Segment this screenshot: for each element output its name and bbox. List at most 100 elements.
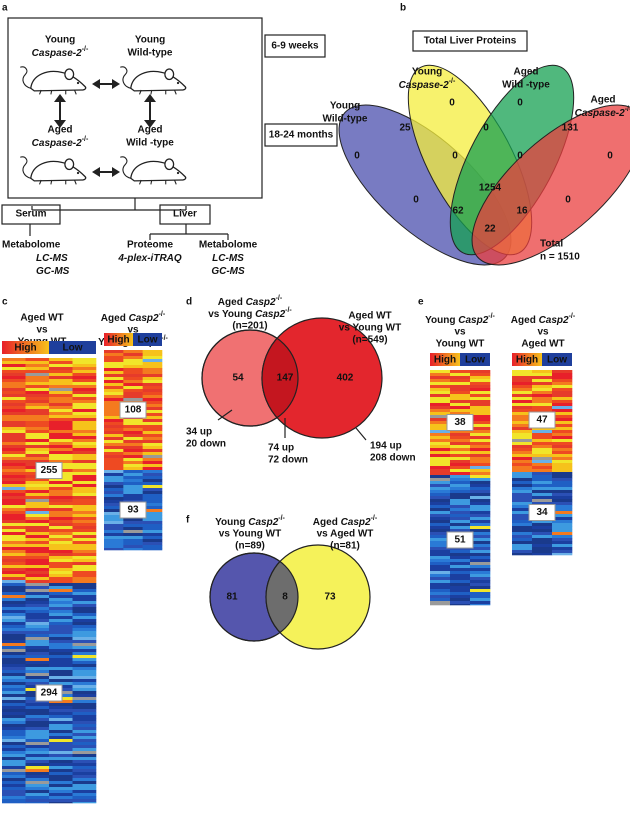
heatmap-cell [25,739,50,743]
heatmap-cell [430,505,451,509]
heatmap-cell [142,401,163,405]
age-box [264,34,326,58]
heatmap-cell [2,736,26,740]
heatmap-cell [2,655,26,659]
heatmap-cell [532,370,553,374]
heatmap-cell [104,533,124,537]
label: Caspase-2-/- [32,46,89,59]
heatmap-cell [552,472,573,476]
heatmap-cell [430,463,451,467]
heatmap-cell [430,418,451,422]
heatmap-cell [450,523,471,527]
heatmap-cell [72,385,97,389]
heatmap-cell [2,448,26,452]
heatmap-cell [142,449,163,453]
heatmap-cell [430,547,451,551]
heatmap-cell [2,391,26,395]
heatmap-cell [25,382,50,386]
heatmap-cell [450,466,471,470]
heatmap-cell [72,736,97,740]
heatmap-cell [72,616,97,620]
heatmap-cell [123,467,143,471]
heatmap-cell [104,536,124,540]
label: Young Casp2-/- [215,515,285,528]
heatmap-cell [430,499,451,503]
panel-label: b [400,3,406,14]
heatmap-cell [142,473,163,477]
heatmap-cell [25,409,50,413]
heatmap-cell [470,391,491,395]
label: LC-MS [36,253,68,264]
heatmap-cell [72,433,97,437]
heatmap-cell [450,433,471,437]
heatmap-cell [104,362,124,366]
heatmap-cell [450,478,471,482]
heatmap-cell [532,460,553,464]
heatmap-cell [512,499,533,503]
heatmap-cell [49,790,73,794]
heatmap-cell [123,491,143,495]
heatmap-cell [123,362,143,366]
heatmap-cell [512,370,533,374]
heatmap-cell [123,482,143,486]
count-box [35,462,63,479]
heatmap-cell [142,434,163,438]
heatmap-cell [142,482,163,486]
heatmap-cell [2,421,26,425]
heatmap-cell [2,547,26,551]
heatmap-cell [123,422,143,426]
heatmap-cell [104,512,124,516]
heatmap-cell [430,532,451,536]
heatmap-cell [72,727,97,731]
heatmap-cell [430,403,451,407]
heatmap-cell [123,530,143,534]
heatmap-cell [142,521,163,525]
heatmap-cell [72,685,97,689]
heatmap-cell [552,379,573,383]
heatmap-cell [532,454,553,458]
heatmap-cell [123,473,143,477]
heatmap-cell [72,679,97,683]
title-box [412,30,528,52]
heatmap-cell [49,739,73,743]
heatmap-cell [72,358,97,362]
heatmap-cell [142,365,163,369]
heatmap-cell [49,679,73,683]
heatmap-cell [430,556,451,560]
heatmap-cell [72,658,97,662]
heatmap-cell [49,385,73,389]
label: Total Liver Proteins [424,36,517,47]
heatmap-cell [25,496,50,500]
heatmap-cell [49,367,73,371]
text-part: GC-MS [211,266,245,277]
heatmap-cell [450,526,471,530]
heatmap-cell [72,583,97,587]
heatmap-cell [532,484,553,488]
heatmap-cell [49,772,73,776]
label: Young [45,35,75,46]
heatmap-cell [25,715,50,719]
heatmap-cell [72,403,97,407]
heatmap-cell [72,598,97,602]
heatmap-cell [25,754,50,758]
heatmap-cell [104,401,124,405]
heatmap-cell [123,545,143,549]
heatmap-cell [25,424,50,428]
count: 34 [536,507,548,518]
label: Aged Casp2-/- [101,311,166,324]
heatmap-cell [512,373,533,377]
heatmap-cell [450,481,471,485]
heatmap-cell [552,457,573,461]
heatmap-cell [532,487,553,491]
count-box [35,684,63,702]
heatmap-cell [552,436,573,440]
heatmap-cell [49,625,73,629]
heatmap-cell [49,748,73,752]
heatmap-cell [2,739,26,743]
heatmap-cell [430,430,451,434]
heatmap-cell [2,730,26,734]
heatmap-cell [470,418,491,422]
heatmap-cell [470,511,491,515]
heatmap-cell [2,775,26,779]
